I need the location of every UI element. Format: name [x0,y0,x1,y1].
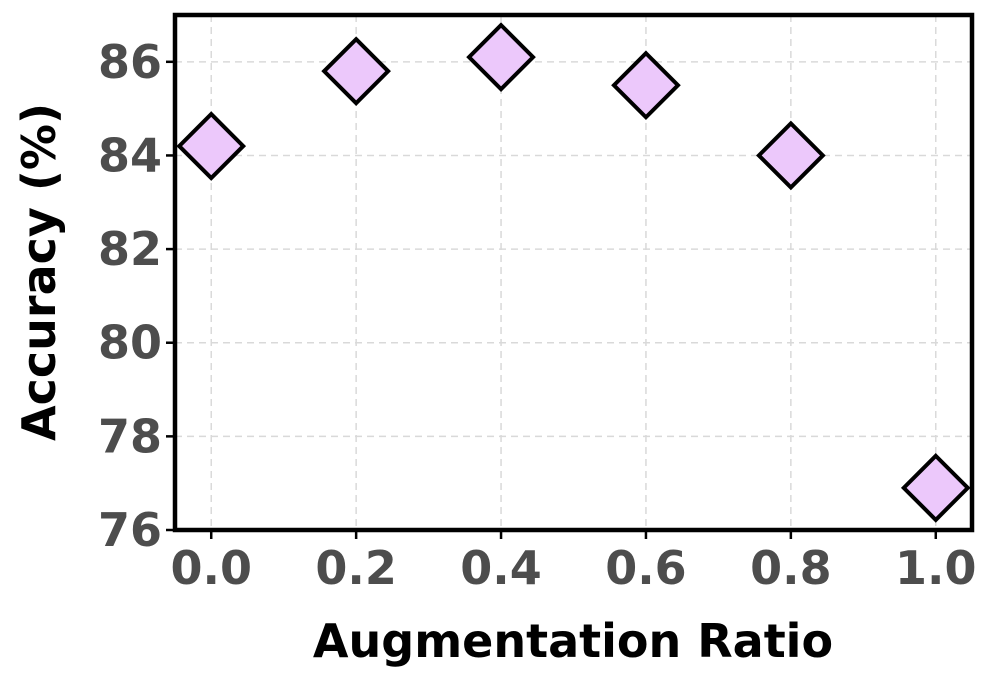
x-tick-label: 0.6 [605,541,687,595]
plot-frame [172,12,975,533]
x-tick-label: 1.0 [895,541,977,595]
y-tick-label: 76 [98,503,162,557]
data-point [611,50,681,121]
x-tick-label: 0.4 [460,541,542,595]
x-tick-label: 0.8 [750,541,832,595]
y-tick-labels: 76 78 80 82 84 86 [98,35,162,557]
y-tick-label: 80 [98,316,162,370]
data-point [900,453,971,523]
y-tick-label: 86 [98,35,162,89]
data-point [756,120,826,191]
x-tick-labels: 0.0 0.2 0.4 0.6 0.8 1.0 [170,541,976,595]
data-point [466,22,536,92]
y-tick-label: 82 [98,222,162,276]
y-axis-title: Accuracy (%) [12,103,66,441]
data-point [176,111,247,181]
plot-background [175,15,972,530]
y-tick-label: 78 [98,409,162,463]
x-axis-title: Augmentation Ratio [313,614,833,668]
data-points [176,22,971,523]
data-point [321,36,391,107]
y-tick-label: 84 [98,128,162,182]
x-tick-label: 0.0 [170,541,252,595]
x-tick-label: 0.2 [315,541,397,595]
